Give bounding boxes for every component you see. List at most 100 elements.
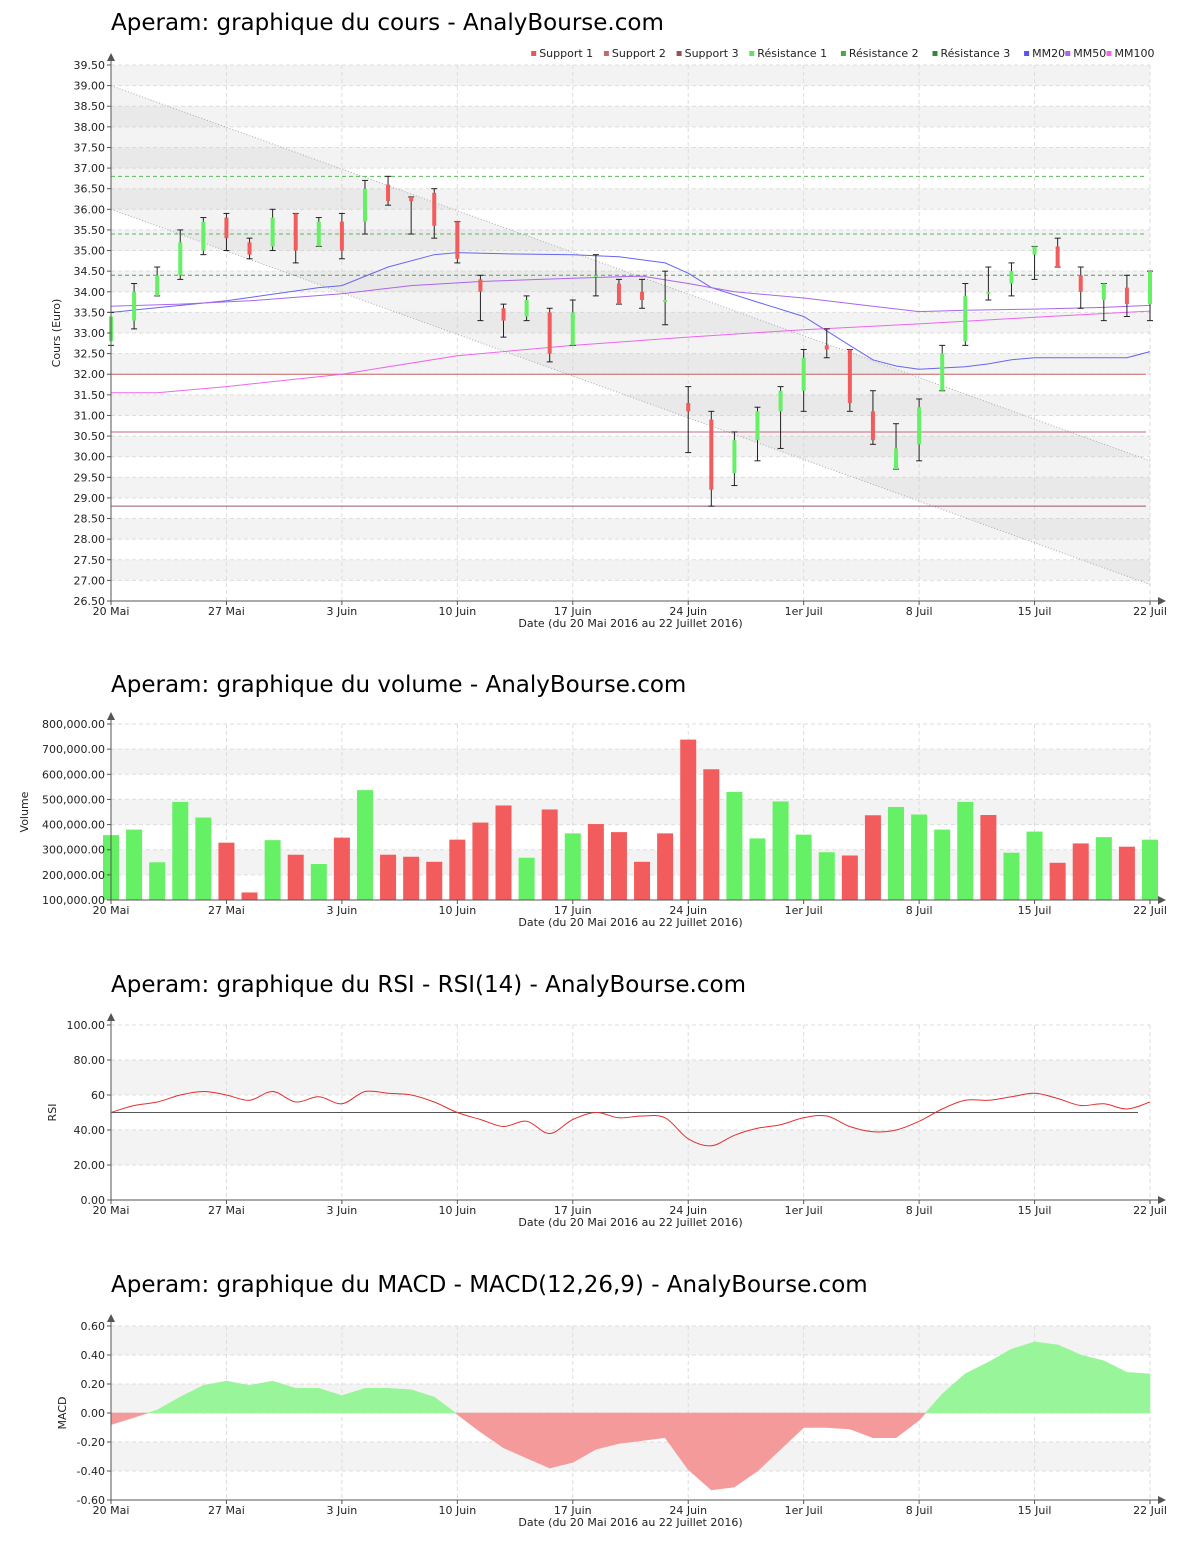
- x-tick-label: 20 Mai: [93, 1504, 130, 1517]
- y-tick-label: 200,000.00: [42, 869, 105, 882]
- rsi-chart-title: Aperam: graphique du RSI - RSI(14) - Ana…: [111, 972, 746, 998]
- rsi-line: [110, 1090, 1151, 1147]
- macd-area-negative: [549, 1412, 574, 1469]
- volume-bar: [564, 833, 581, 900]
- x-tick-label: 1er Juil: [785, 1204, 823, 1217]
- macd-area-negative: [457, 1412, 481, 1433]
- volume-bar: [241, 892, 258, 900]
- volume-bar: [634, 861, 651, 900]
- candle-body: [339, 221, 344, 251]
- macd-chart-title: Aperam: graphique du MACD - MACD(12,26,9…: [111, 1272, 868, 1298]
- y-tick-label: 28.00: [74, 533, 106, 546]
- grid-band: [111, 799, 1150, 825]
- volume-bar: [772, 801, 789, 900]
- candle-body: [547, 312, 552, 354]
- candle-body: [963, 295, 968, 342]
- macd-area-negative: [872, 1412, 897, 1438]
- grid-band: [111, 65, 1150, 86]
- y-axis-arrow: [107, 1314, 115, 1322]
- volume-bar: [472, 822, 489, 900]
- legend-swatch: [932, 51, 938, 56]
- macd-area-positive: [249, 1380, 273, 1414]
- y-tick-label: 0.00: [81, 1407, 106, 1420]
- volume-bar: [1142, 839, 1158, 900]
- candle-body: [362, 188, 367, 222]
- y-tick-label: 30.50: [74, 430, 106, 443]
- volume-bar: [1003, 852, 1020, 900]
- legend-swatch: [749, 51, 755, 56]
- volume-bar: [195, 817, 212, 900]
- volume-bar: [818, 852, 835, 900]
- candle-body: [386, 184, 391, 202]
- y-tick-label: 29.50: [74, 471, 106, 484]
- candle-body: [663, 300, 668, 303]
- volume-bar: [1026, 831, 1043, 900]
- macd-area-negative: [641, 1412, 666, 1441]
- x-tick-label: 24 Juin: [669, 605, 707, 618]
- price-chart-title: Aperam: graphique du cours - AnalyBourse…: [111, 10, 664, 36]
- legend-label: MM20: [1032, 47, 1065, 60]
- volume-bar: [172, 801, 189, 900]
- y-tick-label: 38.00: [74, 121, 106, 134]
- price-chart: 26.50 27.00 27.50 28.00 28.50 29.00 29.50 30.00…: [50, 47, 1167, 630]
- macd-area-positive: [364, 1388, 389, 1414]
- legend-label: Support 1: [539, 47, 593, 60]
- y-tick-label: 34.50: [74, 265, 106, 278]
- y-tick-label: 33.50: [74, 306, 106, 319]
- y-tick-label: 30.00: [74, 451, 106, 464]
- x-tick-label: 24 Juin: [669, 904, 707, 917]
- y-tick-label: 32.00: [74, 368, 106, 381]
- price-chart-panel: Aperam: graphique du cours - AnalyBourse…: [0, 0, 1200, 640]
- macd-area-negative: [734, 1412, 758, 1488]
- y-tick-label: 100,000.00: [42, 894, 105, 907]
- y-tick-label: 36.50: [74, 183, 106, 196]
- grid-band: [111, 106, 1150, 127]
- candle-body: [1055, 246, 1060, 268]
- candle-body: [870, 411, 875, 441]
- candle-body: [501, 308, 506, 321]
- trend-channel-upper: [110, 85, 1151, 462]
- x-tick-label: 24 Juin: [669, 1504, 707, 1517]
- legend-label: Résistance 1: [757, 47, 827, 60]
- candle-body: [686, 403, 691, 412]
- y-axis-title: RSI: [46, 1104, 59, 1122]
- x-tick-label: 27 Mai: [208, 605, 245, 618]
- grid-band: [111, 477, 1150, 498]
- rsi-chart-panel: Aperam: graphique du RSI - RSI(14) - Ana…: [0, 960, 1200, 1240]
- macd-area-positive: [1103, 1360, 1128, 1414]
- macd-area-negative: [849, 1412, 874, 1439]
- macd-area-negative: [133, 1412, 149, 1418]
- y-tick-label: 36.00: [74, 203, 106, 216]
- volume-bar: [380, 854, 397, 900]
- y-tick-label: 0.20: [81, 1378, 106, 1391]
- legend-swatch: [531, 51, 537, 56]
- x-tick-label: 1er Juil: [785, 605, 823, 618]
- macd-area-negative: [595, 1412, 620, 1450]
- volume-bar: [149, 862, 166, 900]
- legend-swatch: [1065, 51, 1071, 56]
- candle-body: [640, 291, 645, 301]
- macd-area-positive: [226, 1380, 250, 1414]
- y-tick-label: 31.50: [74, 389, 106, 402]
- y-tick-label: 80.00: [74, 1054, 106, 1067]
- volume-bar: [888, 806, 905, 900]
- macd-area-positive: [387, 1388, 412, 1414]
- grid-band: [111, 1060, 1150, 1095]
- macd-area-negative: [803, 1412, 828, 1428]
- macd-area-positive: [203, 1380, 227, 1414]
- y-tick-label: 60: [91, 1089, 105, 1102]
- x-axis-arrow: [1158, 1196, 1166, 1204]
- candle-body: [270, 217, 275, 247]
- legend-swatch: [1106, 51, 1112, 56]
- x-tick-label: 20 Mai: [93, 1204, 130, 1217]
- x-tick-label: 8 Juil: [906, 1204, 933, 1217]
- candle-body: [132, 291, 137, 321]
- y-tick-label: 28.50: [74, 513, 106, 526]
- y-tick-label: 32.50: [74, 348, 106, 361]
- y-axis-arrow: [107, 712, 115, 720]
- y-tick-label: -0.40: [77, 1465, 105, 1478]
- x-tick-label: 15 Juil: [1018, 605, 1052, 618]
- volume-bar: [426, 861, 443, 900]
- y-tick-label: 0.40: [81, 1349, 106, 1362]
- volume-bar: [403, 856, 420, 900]
